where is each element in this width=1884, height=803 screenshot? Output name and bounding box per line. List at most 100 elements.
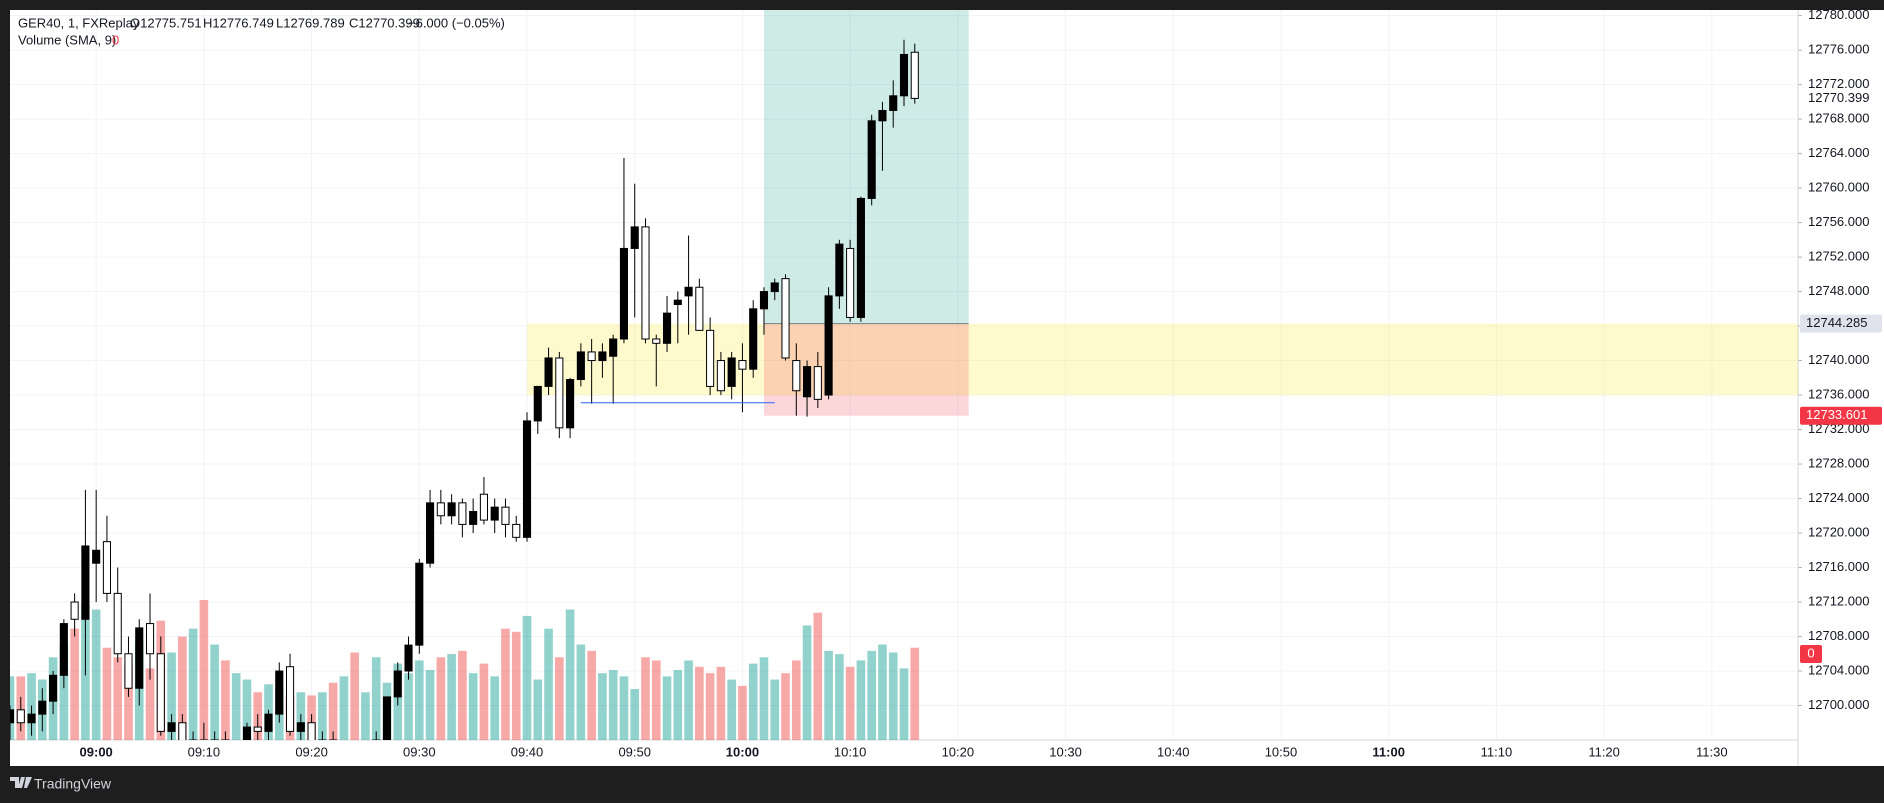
- volume-bar: [479, 663, 489, 740]
- volume-bar: [791, 660, 801, 740]
- candle-body: [749, 308, 758, 370]
- candle-body: [59, 623, 68, 676]
- candle-body: [285, 666, 295, 732]
- volume-bar: [113, 657, 123, 740]
- candle-body: [512, 523, 521, 538]
- candle-body: [716, 360, 725, 392]
- volume-bar: [199, 600, 209, 740]
- target-zone: [763, 10, 969, 324]
- volume-bar: [242, 679, 252, 740]
- candle-body: [813, 366, 822, 400]
- x-tick-label: 10:30: [1049, 744, 1082, 759]
- candle-body: [447, 502, 456, 517]
- x-tick-label: 10:10: [834, 744, 867, 759]
- volume-bar: [738, 685, 747, 740]
- footer-bar: [0, 766, 1884, 803]
- candle-body: [727, 357, 736, 387]
- candle-body: [630, 226, 639, 249]
- volume-bar: [587, 650, 596, 740]
- candle-body: [522, 420, 532, 538]
- candle-body: [70, 601, 79, 620]
- volume-bar: [533, 679, 543, 740]
- axes: 12700.000 12704.000 12708.000 12712.000 1271…: [80, 7, 1882, 759]
- candle-body: [275, 670, 284, 715]
- stop-price-label: 12733.601: [1806, 407, 1867, 422]
- candle-body: [458, 502, 467, 525]
- volume-bar: [878, 644, 887, 740]
- candle-body: [490, 506, 499, 521]
- volume-bar: [102, 647, 112, 740]
- plot: [10, 10, 1798, 740]
- volume-bar: [10, 676, 15, 740]
- volume-value: 0: [112, 32, 119, 47]
- volume-bar: [867, 650, 876, 740]
- x-tick-label: 11:20: [1588, 744, 1620, 759]
- volume-bar: [544, 628, 553, 740]
- candle-body: [867, 120, 876, 199]
- candle-body: [706, 329, 715, 387]
- y-tick-label: 12768.000: [1808, 111, 1869, 126]
- y-tick-label: 12740.000: [1808, 352, 1869, 367]
- y-tick-label: 12724.000: [1808, 490, 1869, 505]
- candle-body: [770, 282, 779, 293]
- stop-price-label-bg: [1800, 406, 1882, 425]
- candle-body: [803, 366, 812, 398]
- brand-logo: [10, 777, 32, 788]
- symbol: GER40, 1, FXReplay: [18, 15, 140, 30]
- volume-bar: [565, 609, 575, 740]
- x-tick-label: 09:00: [80, 744, 113, 759]
- y-tick-label: 12772.000: [1808, 76, 1869, 91]
- candle-body: [695, 286, 704, 331]
- y-tick-label: 12700.000: [1808, 697, 1869, 712]
- volume-bar: [447, 654, 456, 740]
- volume-bar: [318, 692, 327, 740]
- x-tick-label: 10:50: [1265, 744, 1298, 759]
- x-tick-label: 09:40: [511, 744, 544, 759]
- volume-bar: [371, 657, 381, 740]
- candle-body: [167, 722, 176, 732]
- change: −6.000 (−0.05%): [408, 15, 505, 30]
- volume-bar: [608, 670, 618, 740]
- candle-body: [264, 713, 273, 732]
- volume-bar: [641, 657, 650, 740]
- highlight-zone: [527, 323, 1798, 396]
- y-tick-label: 12736.000: [1808, 386, 1869, 401]
- candle-body: [609, 338, 618, 357]
- candle-body: [307, 722, 316, 740]
- candle-body: [253, 726, 262, 732]
- candle-body: [156, 653, 165, 732]
- candle-body: [759, 291, 769, 310]
- ohlc-open: O12775.751: [130, 15, 202, 30]
- x-tick-label: 09:20: [295, 744, 328, 759]
- volume-bar: [813, 612, 823, 740]
- volume-bar: [651, 660, 661, 740]
- volume-bar: [845, 666, 855, 740]
- candle-body: [824, 295, 833, 396]
- volume-bar: [522, 615, 532, 740]
- candle-body: [566, 379, 575, 429]
- candle-body: [619, 247, 629, 340]
- x-tick-label: 10:00: [726, 744, 759, 759]
- volume-bar: [361, 692, 370, 740]
- candle-body: [426, 502, 435, 564]
- plot-background: [10, 10, 1884, 766]
- volume-bar: [910, 647, 920, 740]
- x-tick-label: 09:30: [403, 744, 436, 759]
- candle-body: [436, 502, 445, 517]
- volume-bar: [414, 660, 424, 740]
- ohlc-high: H12776.749: [203, 15, 274, 30]
- y-tick-label: 12752.000: [1808, 249, 1869, 264]
- candle-body: [576, 351, 585, 381]
- candle-body: [792, 360, 801, 392]
- brand: TradingView: [34, 776, 112, 792]
- volume-bar: [339, 676, 349, 740]
- x-tick-label: 11:10: [1481, 744, 1513, 759]
- volume-bar: [576, 644, 586, 740]
- y-tick-label: 12712.000: [1808, 593, 1869, 608]
- last-price-label: 12770.399: [1808, 90, 1869, 105]
- y-tick-label: 12720.000: [1808, 524, 1869, 539]
- volume-bar: [350, 652, 359, 740]
- volume-bar: [221, 660, 230, 740]
- volume-bar: [824, 650, 833, 740]
- volume-bar: [748, 663, 758, 740]
